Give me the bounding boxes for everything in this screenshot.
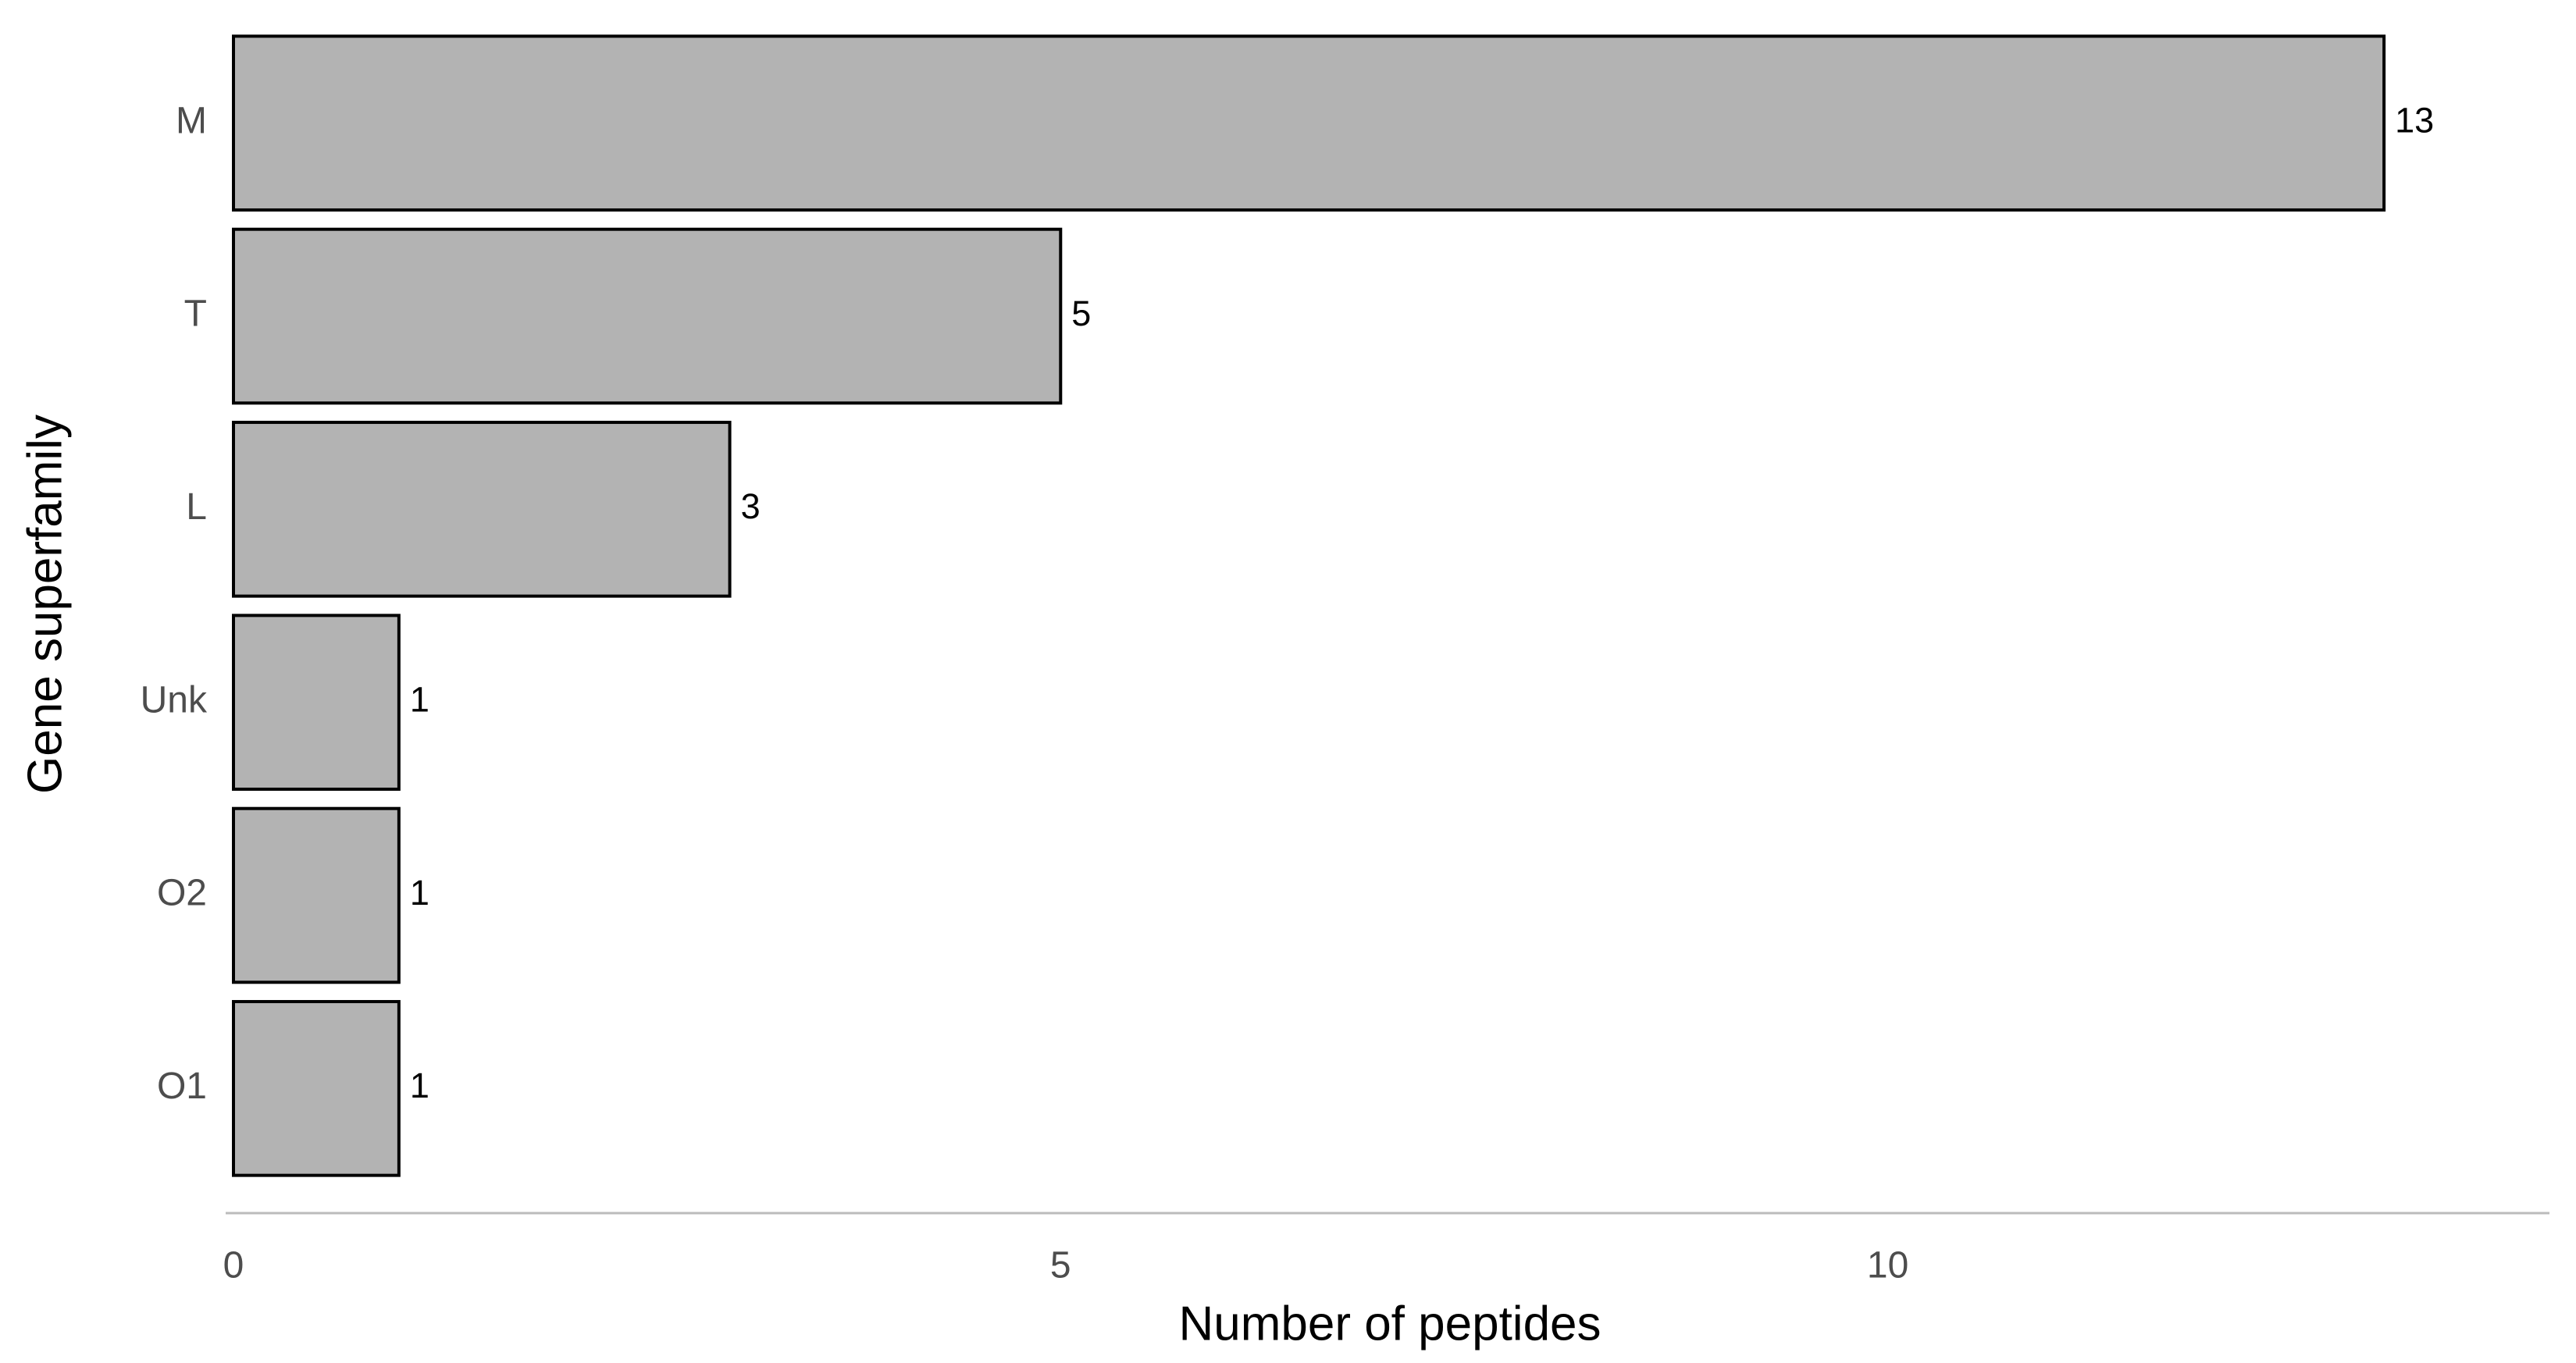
bar bbox=[232, 34, 2386, 212]
value-label: 1 bbox=[410, 680, 429, 720]
bar bbox=[232, 227, 1063, 405]
value-label: 1 bbox=[410, 1066, 429, 1105]
value-label: 13 bbox=[2395, 101, 2434, 141]
x-tick-label: 5 bbox=[1050, 1245, 1071, 1286]
y-tick-label: M bbox=[176, 100, 207, 141]
value-label: 3 bbox=[741, 486, 761, 526]
value-label: 1 bbox=[410, 873, 429, 913]
bar bbox=[232, 806, 401, 984]
bar bbox=[232, 421, 732, 598]
x-axis-title: Number of peptides bbox=[1178, 1297, 1601, 1351]
x-tick-label: 10 bbox=[1867, 1245, 1908, 1286]
bar bbox=[232, 614, 401, 791]
y-tick-label: L bbox=[186, 486, 207, 528]
y-tick-label: O2 bbox=[157, 873, 207, 914]
y-tick-label: O1 bbox=[157, 1066, 207, 1107]
value-label: 5 bbox=[1071, 294, 1091, 333]
bar bbox=[232, 1000, 401, 1177]
y-axis-title: Gene superfamily bbox=[18, 415, 72, 794]
x-tick-label: 0 bbox=[223, 1245, 244, 1286]
y-tick-label: T bbox=[184, 294, 207, 335]
y-tick-label: Unk bbox=[141, 679, 208, 721]
